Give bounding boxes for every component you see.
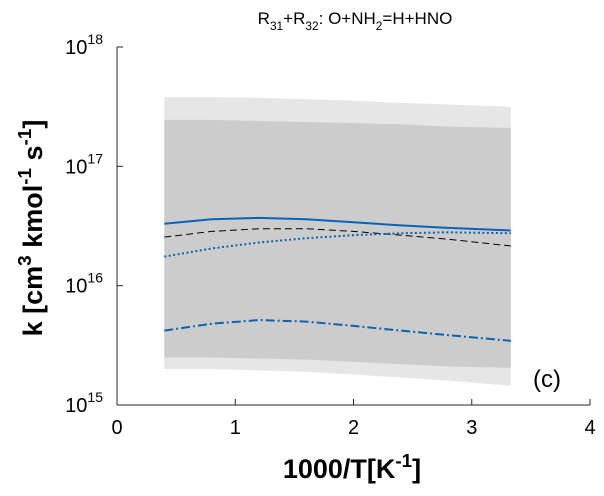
text-part: R (258, 9, 270, 28)
panel-annotation: (c) (533, 366, 561, 393)
text-part: -1 (395, 451, 412, 472)
text-part: 1000/T[K (283, 454, 396, 484)
tick-exponent: 18 (87, 31, 103, 47)
chart-title: R31+R32: O+NH2=H+HNO (258, 9, 453, 33)
text-part: 31 (270, 19, 284, 33)
rate-line (164, 228, 511, 247)
rate-line (164, 216, 511, 232)
text-part: 2 (376, 19, 383, 33)
tick-base: 10 (65, 276, 87, 298)
text-part: +R (283, 9, 305, 28)
y-tick-label: 1016 (65, 270, 103, 298)
y-tick-label: 1017 (65, 150, 103, 178)
x-tick-label: 0 (111, 417, 122, 439)
rate-line (164, 319, 511, 342)
tick-base: 10 (65, 37, 87, 59)
text-part: : O+NH (319, 9, 376, 28)
text-part: s (18, 145, 48, 168)
tick-exponent: 16 (87, 270, 103, 286)
text-part: -1 (15, 168, 36, 185)
y-tick-label: 1018 (65, 31, 103, 59)
uncertainty-band (164, 119, 511, 368)
tick-exponent: 17 (87, 150, 103, 166)
text-part: k [cm (18, 266, 48, 337)
tick-base: 10 (65, 156, 87, 178)
x-tick-label: 2 (348, 417, 359, 439)
text-part: ] (18, 120, 48, 129)
text-part: ] (412, 454, 421, 484)
y-axis-label: k [cm3 kmol-1 s-1] (15, 120, 48, 337)
rate-line (164, 231, 511, 258)
x-axis-label: 1000/T[K-1] (283, 451, 421, 484)
text-part: kmol (18, 185, 48, 256)
text-part: 3 (15, 255, 36, 266)
x-tick-label: 4 (584, 417, 595, 439)
x-tick-label: 3 (466, 417, 477, 439)
tick-exponent: 15 (87, 389, 103, 405)
tick-base: 10 (65, 395, 87, 417)
text-part: =H+HNO (382, 9, 452, 28)
text-part: 32 (305, 19, 319, 33)
x-tick-label: 1 (230, 417, 241, 439)
text-part: -1 (15, 129, 36, 146)
y-tick-label: 1015 (65, 389, 103, 417)
